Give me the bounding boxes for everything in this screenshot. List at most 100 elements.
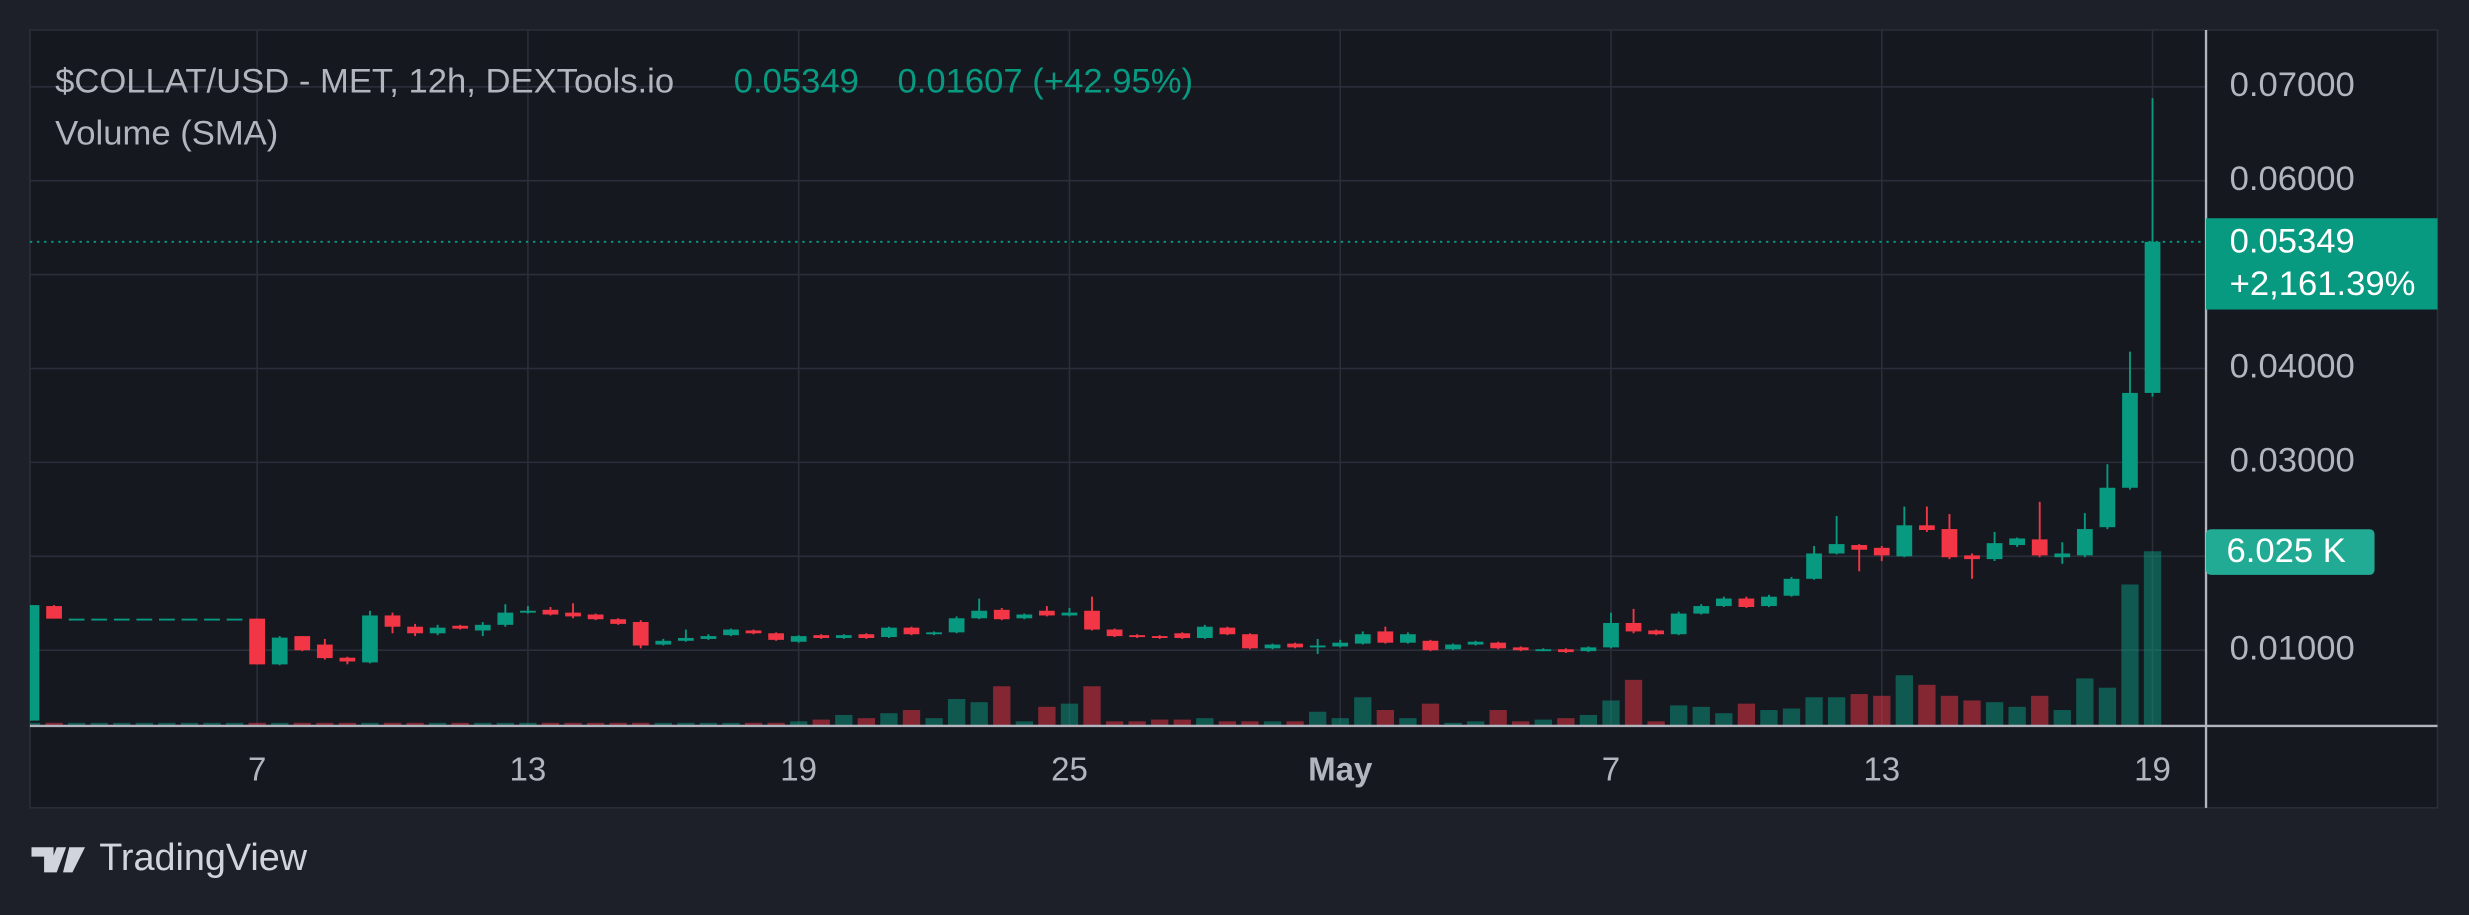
volume-bar: [767, 722, 785, 726]
candle-body: [271, 637, 288, 665]
volume-bar: [1308, 711, 1327, 726]
volume-bar: [1218, 721, 1237, 726]
volume-bar: [1354, 697, 1372, 726]
y-tick-label: 0.01000: [2230, 629, 2355, 667]
volume-bar: [1444, 722, 1462, 726]
candle-body: [2009, 538, 2026, 546]
candle-body: [1873, 547, 1890, 556]
volume-bar: [2053, 710, 2071, 726]
candle-body: [474, 624, 491, 631]
candle-body: [948, 618, 965, 633]
volume-bar: [2031, 695, 2049, 726]
candle-body: [1106, 629, 1123, 637]
volume-bar: [1985, 702, 2004, 726]
candle-body: [677, 637, 694, 641]
price-badge-value: 0.05349: [2230, 223, 2355, 261]
candle-body: [610, 619, 627, 624]
candle-body: [1061, 612, 1078, 616]
candle-body: [68, 618, 85, 621]
candle-body: [1715, 598, 1732, 607]
volume-bar: [1421, 703, 1440, 726]
candle-body: [1219, 627, 1236, 635]
y-tick-label: 0.04000: [2230, 348, 2355, 386]
volume-bar: [248, 722, 266, 726]
brand-logo: [31, 847, 86, 873]
volume-bar: [1918, 684, 1936, 726]
candle-body: [1354, 634, 1371, 644]
y-tick-label: 0.03000: [2230, 442, 2355, 480]
volume-bar: [1940, 695, 1959, 726]
candle-body: [1603, 622, 1619, 648]
candle-body: [2054, 553, 2071, 558]
candle-body: [452, 625, 469, 629]
legend-price: 0.05349: [734, 63, 859, 101]
volume-bar: [790, 721, 808, 726]
volume-bar: [1624, 679, 1643, 726]
volume-bar: [1805, 697, 1823, 726]
volume-bar: [383, 722, 402, 726]
candle-body: [813, 635, 830, 638]
candle-body: [1535, 649, 1552, 652]
candle-body: [1941, 529, 1958, 558]
candle-body: [2031, 539, 2048, 556]
volume-bar: [203, 722, 221, 726]
volume-bar: [1399, 718, 1417, 726]
volume-bar: [2143, 551, 2162, 726]
volume-bar: [1196, 718, 1214, 726]
candle-body: [1738, 598, 1755, 608]
candle-body: [700, 636, 717, 639]
volume-bar: [1850, 694, 1868, 726]
candle-body: [1422, 640, 1439, 651]
volume-bar: [135, 722, 153, 726]
candle-layer: [29, 98, 2161, 721]
volume-bar: [1060, 703, 1079, 726]
volume-bar: [1038, 706, 1056, 726]
candle-body: [249, 618, 266, 665]
volume-bar: [1579, 714, 1598, 726]
volume-bar: [1376, 710, 1395, 726]
volume-bar: [1286, 721, 1304, 726]
volume-bar: [293, 722, 311, 726]
candle-body: [1964, 555, 1980, 560]
y-tick-label: 0.06000: [2230, 160, 2355, 198]
candle-body: [903, 627, 920, 635]
candle-body: [204, 618, 220, 621]
candle-body: [1196, 626, 1213, 638]
candle-body: [542, 609, 559, 615]
candle-body: [1625, 622, 1642, 632]
candle-body: [1287, 643, 1303, 648]
candle-body: [1512, 647, 1529, 651]
candle-body: [1557, 649, 1574, 653]
volume-bar: [1128, 721, 1146, 726]
volume-bar: [1895, 675, 1913, 726]
candle-body: [136, 618, 153, 621]
candle-body: [1761, 596, 1777, 607]
volume-layer: [29, 551, 2162, 726]
volume-bar: [271, 722, 289, 726]
candle-body: [2076, 529, 2093, 556]
volume-bar: [1015, 721, 1033, 726]
candle-body: [1490, 642, 1507, 649]
volume-bar: [496, 722, 515, 726]
volume-bar: [1263, 721, 1282, 726]
volume-bar: [564, 722, 582, 726]
candle-body: [1670, 613, 1687, 635]
candle-body: [1693, 606, 1710, 614]
candle-body: [790, 636, 807, 642]
volume-bar: [654, 722, 672, 726]
candle-body: [835, 635, 852, 638]
volume-bar: [2008, 706, 2026, 726]
volume-bar: [474, 722, 492, 726]
x-tick-label: 7: [1602, 751, 1620, 788]
candle-body: [1016, 614, 1033, 619]
volume-bar: [609, 722, 627, 726]
candle-body: [226, 618, 243, 621]
volume-bar: [1105, 721, 1124, 726]
volume-bar: [902, 710, 921, 726]
candle-body: [1039, 610, 1055, 616]
candle-body: [1896, 525, 1913, 557]
candle-body: [565, 612, 581, 617]
volume-bar: [1873, 695, 1891, 726]
volume-bar: [1647, 721, 1665, 726]
